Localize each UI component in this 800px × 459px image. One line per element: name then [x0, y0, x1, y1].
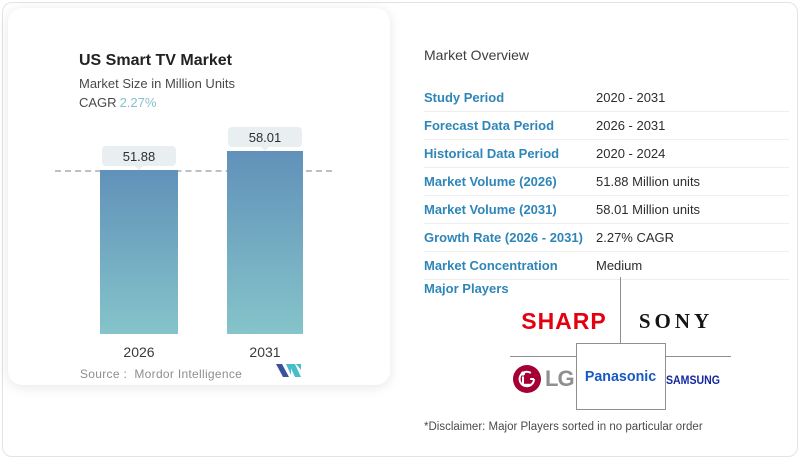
bar-2031 — [227, 151, 303, 334]
disclaimer-text: *Disclaimer: Major Players sorted in no … — [424, 421, 703, 433]
source-value: Mordor Intelligence — [134, 367, 243, 381]
overview-row: Study Period 2020 - 2031 — [424, 84, 789, 112]
source-label: Source : — [80, 367, 128, 381]
bar-2026 — [100, 170, 178, 334]
overview-row-value: 51.88 Million units — [596, 174, 701, 189]
grid-divider-left — [510, 356, 576, 357]
grid-divider-right — [666, 356, 731, 357]
source-text: Source : Mordor Intelligence — [80, 367, 242, 381]
overview-row-label: Study Period — [424, 90, 505, 105]
reference-dashed-line — [55, 170, 332, 172]
bar-value-text: 58.01 — [248, 129, 282, 145]
overview-row-label: Forecast Data Period — [424, 118, 555, 133]
overview-row-value: 2.27% CAGR — [596, 230, 675, 245]
overview-row: Market Volume (2026) 51.88 Million units — [424, 168, 789, 196]
major-players-label: Major Players — [424, 281, 509, 296]
grid-divider-vertical — [620, 277, 621, 343]
bar-value-label-2031: 58.01 — [228, 127, 302, 147]
overview-row: Forecast Data Period 2026 - 2031 — [424, 112, 789, 140]
chart-card: US Smart TV Market Market Size in Millio… — [8, 8, 390, 385]
major-players-logo-grid: SHARP SONY Panasonic LG SAMSUNG — [500, 277, 745, 411]
lg-wordmark: LG — [545, 366, 575, 391]
overview-row: Growth Rate (2026 - 2031) 2.27% CAGR — [424, 224, 789, 252]
overview-row-label: Market Concentration — [424, 258, 558, 273]
overview-row: Market Concentration Medium — [424, 252, 789, 280]
cagr-value: 2.27% — [119, 95, 157, 110]
x-axis-label-2026: 2026 — [123, 344, 155, 360]
overview-row-value: 2020 - 2031 — [596, 90, 666, 105]
overview-row-label: Historical Data Period — [424, 146, 560, 161]
overview-row-value: 58.01 Million units — [596, 202, 701, 217]
lg-logo: LG — [512, 364, 575, 394]
cagr-label: CAGR — [79, 95, 117, 110]
overview-row-value: Medium — [596, 258, 643, 273]
overview-heading: Market Overview — [424, 47, 530, 63]
bar-value-label-2026: 51.88 — [102, 146, 176, 166]
mordor-intelligence-logo-icon — [276, 364, 301, 377]
overview-table: Study Period 2020 - 2031 Forecast Data Per… — [424, 84, 789, 280]
overview-row-label: Market Volume (2031) — [424, 202, 557, 217]
sony-logo: SONY — [638, 309, 714, 333]
overview-row: Historical Data Period 2020 - 2024 — [424, 140, 789, 168]
chart-subtitle: Market Size in Million Units — [79, 76, 236, 91]
samsung-logo: SAMSUNG — [666, 373, 720, 387]
bar-value-text: 51.88 — [122, 148, 156, 164]
overview-row-label: Market Volume (2026) — [424, 174, 557, 189]
sharp-logo: SHARP — [521, 308, 607, 334]
chart-title: US Smart TV Market — [79, 52, 232, 69]
panasonic-logo-box: Panasonic — [576, 343, 666, 410]
panasonic-logo: Panasonic — [585, 368, 657, 385]
overview-row: Market Volume (2031) 58.01 Million units — [424, 196, 789, 224]
overview-row-value: 2020 - 2024 — [596, 146, 666, 161]
chart-cagr-line: CAGR 2.27% — [79, 95, 156, 110]
overview-row-value: 2026 - 2031 — [596, 118, 666, 133]
overview-row-label: Growth Rate (2026 - 2031) — [424, 230, 583, 245]
lg-symbol-icon — [513, 365, 541, 393]
x-axis-label-2031: 2031 — [249, 344, 281, 360]
